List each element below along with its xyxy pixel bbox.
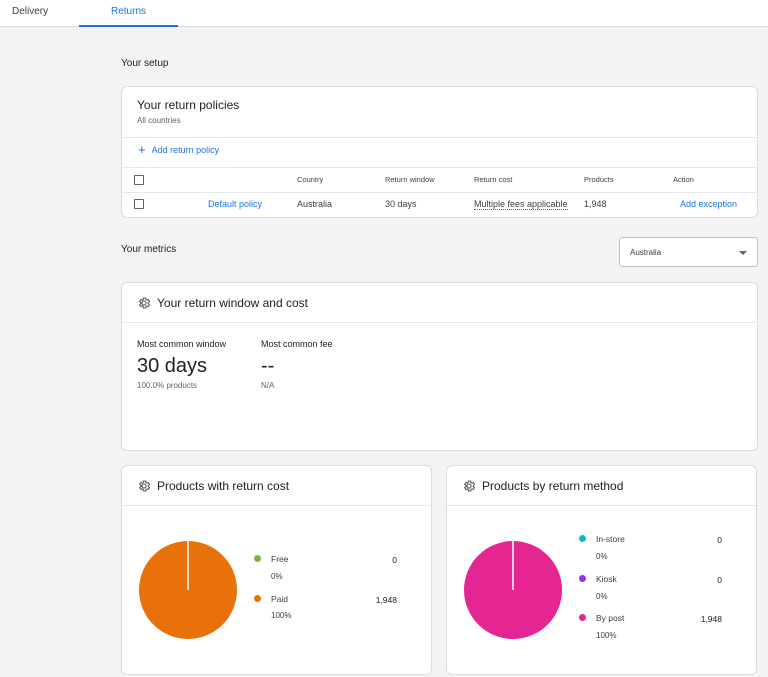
row-return-cost: Multiple fees applicable xyxy=(474,199,568,210)
legend-pct-kiosk: 0% xyxy=(596,592,608,601)
add-exception-link[interactable]: Add exception xyxy=(680,199,738,209)
legend-value-free: 0 xyxy=(392,555,397,565)
legend-pct-free: 0% xyxy=(271,572,283,581)
metrics-section-title: Your metrics xyxy=(121,244,177,255)
common-fee-label: Most common fee xyxy=(261,339,333,349)
common-fee-sub: N/A xyxy=(261,381,275,390)
common-window-sub: 100.0% products xyxy=(137,381,198,390)
legend-dot-paid xyxy=(254,595,261,602)
return-cost-title: Products with return cost xyxy=(157,479,290,493)
return-method-pie-chart xyxy=(464,541,562,639)
card-title: Products with return cost xyxy=(137,479,289,493)
tab-returns-label: Returns xyxy=(110,6,146,17)
country-select[interactable]: Australia xyxy=(619,237,758,267)
country-select-value: Australia xyxy=(630,248,662,257)
legend-dot-free xyxy=(254,555,261,562)
return-cost-pie-chart xyxy=(139,541,237,639)
row-products: 1,948 xyxy=(584,199,607,209)
tab-bar: Delivery Returns xyxy=(0,0,768,27)
add-return-policy-label: Add return policy xyxy=(151,145,220,155)
plus-icon: + xyxy=(138,142,146,157)
row-checkbox[interactable] xyxy=(134,199,144,209)
tab-delivery[interactable]: Delivery xyxy=(12,6,49,17)
legend-label-in-store: In-store xyxy=(596,534,625,544)
setup-section-title: Your setup xyxy=(121,58,169,69)
legend-pct-in-store: 0% xyxy=(596,552,608,561)
legend-dot-by-post xyxy=(579,614,586,621)
tab-returns[interactable]: Returns xyxy=(79,0,178,27)
policies-subtitle: All countries xyxy=(137,116,181,125)
card-title: Products by return method xyxy=(462,479,623,493)
common-window-value: 30 days xyxy=(137,355,208,377)
policies-title: Your return policies xyxy=(137,98,240,112)
active-tab-indicator xyxy=(79,25,178,27)
legend-pct-by-post: 100% xyxy=(596,631,617,640)
return-method-title: Products by return method xyxy=(482,479,624,493)
legend-dot-kiosk xyxy=(579,575,586,582)
legend-value-in-store: 0 xyxy=(717,535,722,545)
default-policy-link[interactable]: Default policy xyxy=(208,199,263,209)
gear-icon xyxy=(463,480,476,492)
return-cost-card: Products with return cost Free 0% 0 Paid… xyxy=(121,465,432,675)
column-header-action: Action xyxy=(673,175,694,184)
return-method-card: Products by return method In-store 0% 0 … xyxy=(446,465,757,675)
legend-value-by-post: 1,948 xyxy=(700,614,722,624)
common-window-label: Most common window xyxy=(137,339,227,349)
window-cost-title: Your return window and cost xyxy=(157,296,308,310)
gear-icon xyxy=(138,297,151,309)
divider xyxy=(122,167,757,168)
common-fee-value: -- xyxy=(261,355,275,377)
add-return-policy-button[interactable]: + Add return policy xyxy=(138,142,220,157)
select-all-checkbox[interactable] xyxy=(134,175,144,185)
legend-value-paid: 1,948 xyxy=(375,595,397,605)
return-window-cost-card: Your return window and cost Most common … xyxy=(121,282,758,451)
row-country: Australia xyxy=(297,199,333,209)
row-return-window: 30 days xyxy=(385,199,417,209)
legend-dot-in-store xyxy=(579,535,586,542)
dropdown-arrow-icon xyxy=(739,251,747,255)
column-header-products: Products xyxy=(584,175,614,184)
legend-label-kiosk: Kiosk xyxy=(596,574,617,584)
legend-label-paid: Paid xyxy=(271,594,289,604)
divider xyxy=(122,137,757,138)
card-title: Your return window and cost xyxy=(137,296,308,310)
return-cost-value: Multiple fees applicable xyxy=(474,199,568,210)
divider xyxy=(122,192,757,193)
column-header-country: Country xyxy=(297,175,324,184)
column-header-return-window: Return window xyxy=(385,175,435,184)
divider xyxy=(122,505,431,506)
divider xyxy=(122,322,757,323)
legend-label-free: Free xyxy=(271,554,289,564)
return-policies-card: Your return policies All countries + Add… xyxy=(121,86,758,218)
legend-pct-paid: 100% xyxy=(271,611,292,620)
legend-label-by-post: By post xyxy=(596,613,625,623)
divider xyxy=(447,505,756,506)
column-header-return-cost: Return cost xyxy=(474,175,513,184)
gear-icon xyxy=(138,480,151,492)
legend-value-kiosk: 0 xyxy=(717,575,722,585)
